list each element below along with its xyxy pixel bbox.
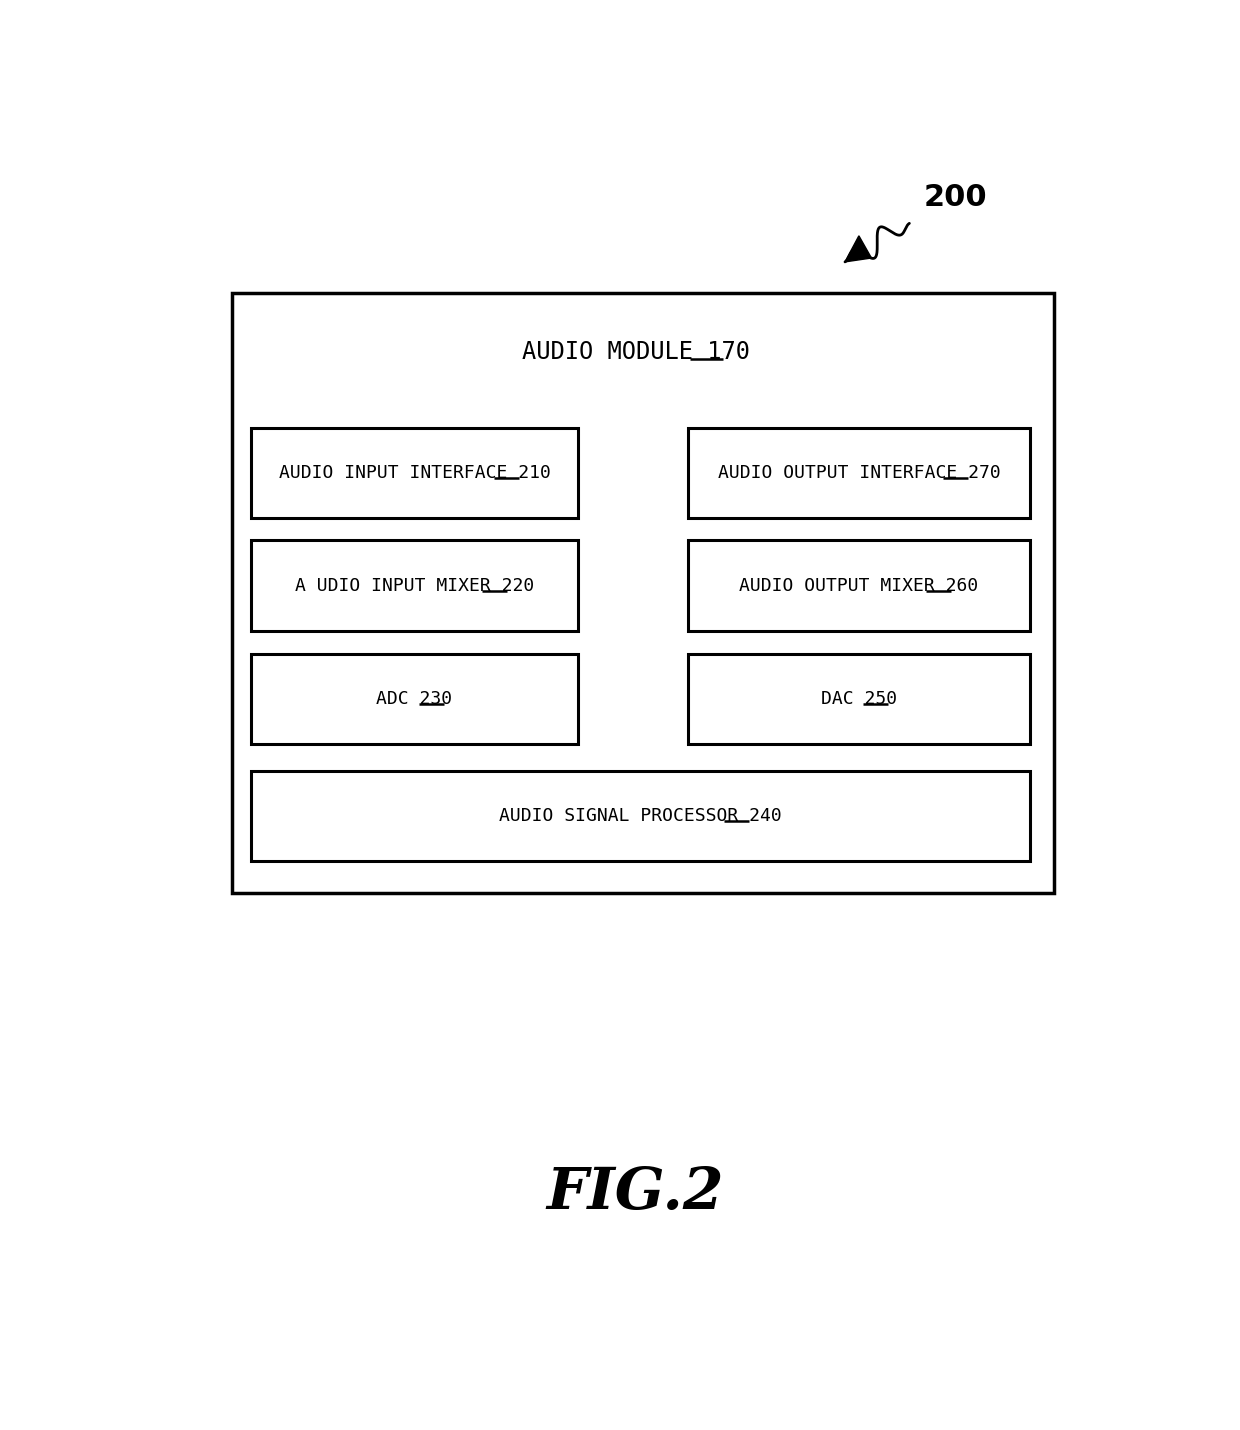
Text: A UDIO INPUT MIXER 220: A UDIO INPUT MIXER 220 bbox=[295, 576, 534, 595]
Bar bbox=[250, 541, 578, 631]
Polygon shape bbox=[844, 236, 872, 262]
Bar bbox=[688, 541, 1029, 631]
Text: 200: 200 bbox=[924, 183, 987, 212]
Text: ADC 230: ADC 230 bbox=[377, 691, 453, 708]
Text: DAC 250: DAC 250 bbox=[821, 691, 897, 708]
Text: AUDIO MODULE 170: AUDIO MODULE 170 bbox=[522, 340, 749, 365]
Text: AUDIO INPUT INTERFACE 210: AUDIO INPUT INTERFACE 210 bbox=[279, 465, 551, 482]
Bar bbox=[688, 654, 1029, 744]
Bar bbox=[250, 771, 1029, 861]
Text: FIG.2: FIG.2 bbox=[547, 1165, 724, 1221]
Text: AUDIO SIGNAL PROCESSOR 240: AUDIO SIGNAL PROCESSOR 240 bbox=[498, 807, 781, 825]
Bar bbox=[688, 428, 1029, 519]
Bar bbox=[250, 654, 578, 744]
Bar bbox=[232, 293, 1054, 892]
Bar bbox=[250, 428, 578, 519]
Text: AUDIO OUTPUT MIXER 260: AUDIO OUTPUT MIXER 260 bbox=[739, 576, 978, 595]
Text: AUDIO OUTPUT INTERFACE 270: AUDIO OUTPUT INTERFACE 270 bbox=[718, 465, 1001, 482]
